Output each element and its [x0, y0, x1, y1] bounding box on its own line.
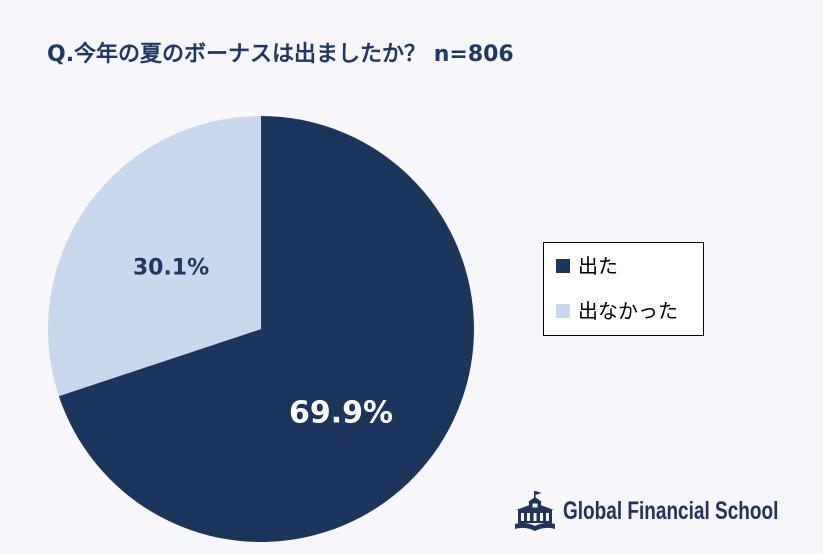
legend: 出た 出なかった	[543, 242, 704, 336]
logo: Global Financial School	[513, 491, 793, 533]
slice-data-label-2: 30.1%	[133, 256, 209, 281]
chart-title: Q.今年の夏のボーナスは出ましたか？ n=806	[47, 42, 514, 67]
school-building-icon	[513, 491, 557, 533]
legend-swatch-1	[556, 259, 570, 273]
pie-slices	[47, 116, 474, 542]
legend-item-2: 出なかった	[556, 299, 678, 323]
logo-text: Global Financial School	[563, 497, 779, 525]
legend-swatch-2	[556, 304, 570, 318]
slice-data-label-1: 69.9%	[289, 396, 393, 431]
legend-label-1: 出た	[578, 254, 618, 278]
legend-item-1: 出た	[556, 254, 618, 278]
pie-slice-1	[58, 116, 474, 542]
legend-label-2: 出なかった	[578, 299, 678, 323]
pie-slice-2	[47, 116, 261, 397]
pie-data-labels: 69.9% 30.1%	[133, 256, 393, 431]
